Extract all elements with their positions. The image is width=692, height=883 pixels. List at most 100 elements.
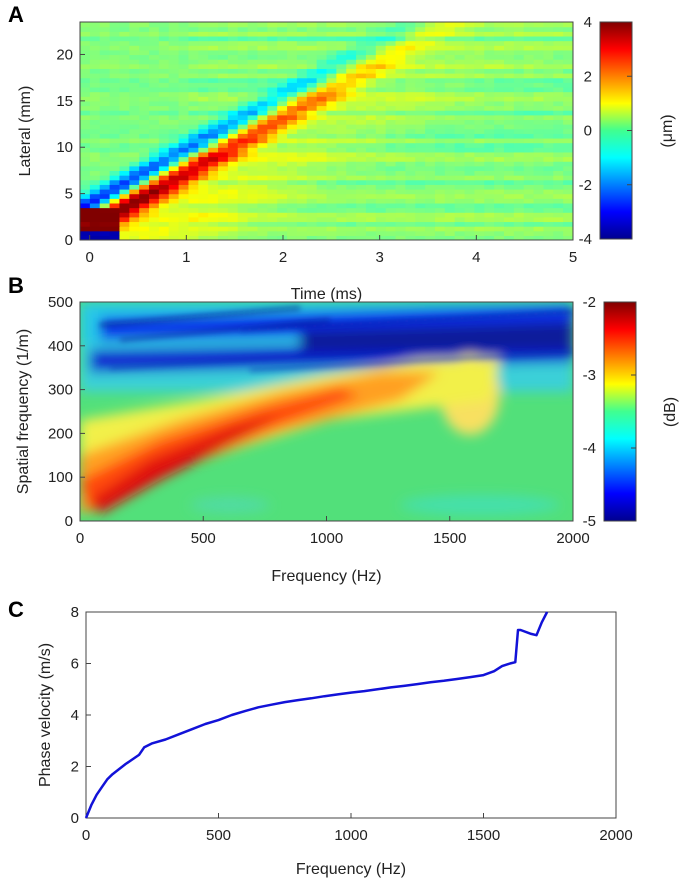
heatmap-a-cell	[109, 207, 121, 213]
heatmap-a-cell	[405, 207, 416, 213]
heatmap-a-cell	[395, 175, 406, 181]
heatmap-a-cell	[80, 26, 91, 32]
heatmap-a-cell	[494, 142, 505, 148]
heatmap-a-cell	[513, 165, 525, 172]
heatmap-a-cell	[395, 142, 406, 148]
y-tick-label: 20	[56, 46, 73, 63]
heatmap-a-cell	[503, 235, 515, 240]
heatmap-a-cell	[464, 170, 475, 176]
heatmap-a-cell	[198, 91, 209, 97]
heatmap-a-cell	[336, 221, 347, 227]
heatmap-a-cell	[405, 216, 416, 223]
heatmap-a-cell	[513, 59, 525, 65]
heatmap-a-cell	[464, 156, 475, 162]
heatmap-a-cell	[218, 59, 229, 65]
heatmap-a-cell	[405, 179, 416, 185]
heatmap-a-cell	[149, 202, 160, 209]
heatmap-a-cell	[474, 226, 485, 232]
heatmap-a-cell	[464, 137, 475, 144]
heatmap-a-cell	[464, 49, 475, 56]
heatmap-a-cell	[139, 110, 150, 116]
heatmap-a-cell	[188, 100, 199, 107]
heatmap-a-cell	[247, 165, 259, 172]
heatmap-a-cell	[434, 165, 446, 172]
heatmap-a-cell	[365, 49, 377, 56]
heatmap-a-cell	[89, 124, 101, 130]
heatmap-a-cell	[484, 45, 495, 51]
heatmap-a-cell	[336, 202, 347, 209]
heatmap-a-cell	[365, 202, 377, 209]
heatmap-a-cell	[553, 73, 564, 79]
heatmap-a-cell	[563, 198, 573, 204]
heatmap-a-cell	[533, 226, 545, 232]
heatmap-a-cell	[484, 63, 495, 69]
heatmap-a-cell	[503, 198, 515, 204]
heatmap-a-cell	[474, 235, 485, 240]
heatmap-a-cell	[89, 110, 101, 116]
heatmap-a-cell	[336, 188, 347, 195]
heatmap-a-cell	[119, 63, 130, 69]
heatmap-a-cell	[208, 105, 219, 111]
heatmap-a-cell	[543, 73, 554, 79]
heatmap-a-cell	[346, 114, 357, 121]
heatmap-a-cell	[444, 63, 456, 69]
heatmap-a-cell	[346, 82, 357, 88]
heatmap-a-cell	[365, 119, 377, 125]
heatmap-a-cell	[533, 77, 545, 83]
heatmap-a-cell	[523, 221, 535, 227]
heatmap-a-cell	[543, 230, 554, 236]
heatmap-a-cell	[80, 124, 91, 130]
heatmap-a-cell	[464, 105, 475, 111]
heatmap-a-cell	[533, 230, 545, 236]
heatmap-a-cell	[513, 161, 525, 167]
heatmap-a-cell	[326, 212, 337, 218]
heatmap-a-cell	[267, 114, 278, 121]
heatmap-a-cell	[247, 110, 259, 116]
heatmap-a-cell	[218, 184, 229, 190]
heatmap-a-cell	[139, 105, 150, 111]
heatmap-a-cell	[474, 40, 485, 46]
heatmap-a-cell	[198, 193, 209, 199]
heatmap-a-cell	[247, 230, 259, 236]
heatmap-a-cell	[178, 184, 190, 190]
heatmap-a-cell	[208, 202, 219, 209]
heatmap-a-cell	[149, 26, 160, 32]
heatmap-a-cell	[237, 100, 249, 107]
heatmap-a-cell	[99, 105, 111, 111]
heatmap-a-cell	[434, 110, 446, 116]
heatmap-a-cell	[494, 188, 505, 195]
heatmap-a-cell	[139, 161, 150, 167]
heatmap-a-cell	[405, 77, 416, 83]
heatmap-a-cell	[356, 161, 367, 167]
heatmap-a-cell	[188, 124, 199, 130]
heatmap-a-cell	[553, 91, 564, 97]
heatmap-a-cell	[484, 142, 495, 148]
heatmap-a-cell	[326, 161, 337, 167]
heatmap-a-cell	[533, 221, 545, 227]
heatmap-a-cell	[178, 73, 190, 79]
heatmap-a-cell	[543, 26, 554, 32]
heatmap-a-cell	[365, 68, 377, 74]
heatmap-a-cell	[188, 59, 199, 65]
heatmap-a-cell	[415, 114, 426, 121]
heatmap-a-cell	[277, 179, 288, 185]
heatmap-a-cell	[178, 114, 190, 121]
colorbar-tick-label: -4	[583, 440, 596, 457]
heatmap-a-cell	[80, 207, 91, 213]
heatmap-a-cell	[287, 110, 298, 116]
heatmap-a-cell	[375, 188, 387, 195]
heatmap-a-cell	[365, 226, 377, 232]
heatmap-a-cell	[99, 235, 111, 240]
heatmap-a-cell	[306, 110, 318, 116]
heatmap-a-cell	[277, 221, 288, 227]
heatmap-a-cell	[434, 124, 446, 130]
heatmap-a-cell	[346, 22, 357, 28]
heatmap-a-cell	[109, 212, 121, 218]
heatmap-a-cell	[503, 35, 515, 42]
heatmap-a-cell	[454, 147, 466, 153]
heatmap-a-cell	[227, 216, 239, 223]
heatmap-a-cell	[218, 68, 229, 74]
heatmap-a-cell	[494, 63, 505, 69]
heatmap-a-cell	[543, 226, 554, 232]
heatmap-a-cell	[247, 133, 259, 139]
